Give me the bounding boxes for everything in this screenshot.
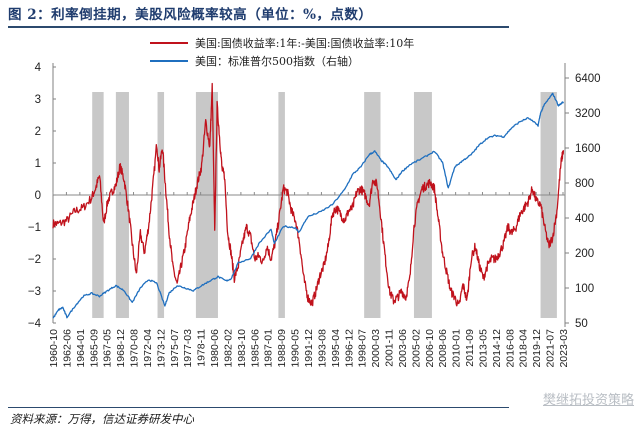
shaded-inversion-period [92,92,104,318]
right-y-tick-label: 1600 [575,143,601,155]
legend-item-yield-spread: 美国:国债收益率:1年:-美国:国债收益率:10年 [150,34,414,52]
x-tick-label: 1987-01 [263,329,275,368]
x-tick-label: 2013-05 [477,329,489,368]
inversion-shaded-periods [92,92,557,318]
right-y-tick-label: 50 [575,318,588,330]
shaded-inversion-period [115,92,129,318]
x-tick-label: 1988-09 [276,329,288,368]
x-tick-label: 1982-02 [222,329,234,368]
chart-title: 图 2：利率倒挂期，美股风险概率较高（单位：%，点数） [8,7,373,23]
x-tick-label: 1995-04 [330,329,342,368]
x-tick-label: 1964-01 [75,329,87,368]
chart-series [52,82,565,319]
x-tick-label: 1965-09 [88,329,100,368]
right-y-tick-label: 3200 [575,108,601,120]
chart-legend: 美国:国债收益率:1年:-美国:国债收益率:10年 美国：标准普尔500指数（右… [150,34,414,70]
footer-divider [8,407,509,408]
x-tick-label: 2019-12 [531,329,543,368]
left-y-tick-label: −4 [28,318,42,330]
x-tick-label: 1983-10 [236,329,248,368]
right-y-tick-label: 400 [575,213,594,225]
legend-item-sp500: 美国：标准普尔500指数（右轴） [150,52,414,70]
left-y-tick-label: −1 [28,222,41,234]
x-tick-label: 2011-09 [464,329,476,367]
shaded-inversion-period [364,92,381,318]
legend-label-yield-spread: 美国:国债收益率:1年:-美国:国债收益率:10年 [195,37,415,50]
left-y-tick-label: 1 [35,158,41,170]
x-tick-label: 1990-05 [290,329,302,368]
chart-axes: 4 3 2 1 0 −1 −2 −3 −4 6400 3200 1600 800 400 200 100 50 [28,62,601,330]
x-tick-label: 1962-06 [61,329,73,368]
watermark: 樊继拓投资策略 [542,393,634,408]
title-divider [8,26,509,28]
shaded-inversion-period [195,92,218,318]
left-y-tick-label: 3 [35,94,41,106]
x-tick-label: 1975-07 [169,329,181,368]
x-tick-label: 2018-04 [518,329,530,368]
x-tick-label: 1970-08 [129,329,141,368]
x-tick-label: 2010-01 [451,329,463,368]
x-axis-labels: 1960-10 1962-06 1964-01 1965-09 1967-05 1968-… [48,329,570,368]
x-tick-label: 2006-10 [424,329,436,368]
shaded-inversion-period [413,92,432,318]
right-y-tick-label: 800 [575,178,594,190]
x-tick-label: 2023-03 [558,329,570,368]
x-tick-label: 2000-03 [370,329,382,368]
x-tick-label: 2001-11 [384,329,396,367]
x-tick-label: 1996-12 [343,329,355,368]
x-tick-label: 1977-03 [182,329,194,368]
x-tick-label: 1993-08 [316,329,328,368]
x-tick-label: 1980-06 [209,329,221,368]
x-tick-label: 2003-06 [397,329,409,368]
left-y-tick-label: −3 [28,286,41,298]
x-tick-label: 2021-07 [545,329,557,368]
x-tick-label: 1991-12 [303,329,315,368]
right-y-tick-label: 200 [575,248,594,260]
x-tick-label: 2016-08 [504,329,516,368]
right-y-tick-label: 100 [575,283,594,295]
x-tick-label: 1998-07 [357,329,369,368]
legend-label-sp500: 美国：标准普尔500指数（右轴） [195,55,359,68]
x-tick-label: 2008-06 [437,329,449,368]
shaded-inversion-period [157,92,165,318]
red-line-swatch-icon [150,42,188,44]
left-y-tick-label: 0 [35,190,41,202]
x-tick-label: 1960-10 [48,329,60,368]
yield-spread-line [52,82,565,307]
left-y-tick-label: 4 [35,62,42,74]
x-tick-label: 1978-11 [196,329,208,367]
blue-line-swatch-icon [150,60,188,62]
x-tick-label: 1967-05 [102,329,114,368]
right-y-tick-label: 6400 [575,73,601,85]
left-y-tick-label: 2 [35,126,41,138]
x-tick-label: 1968-12 [115,329,127,368]
source-note: 资料来源：万得，信达证券研发中心 [10,412,194,426]
x-tick-label: 1973-12 [155,329,167,368]
x-tick-label: 2005-02 [410,329,422,368]
x-tick-label: 2014-12 [491,329,503,368]
shaded-inversion-period [540,92,557,318]
x-tick-label: 1985-06 [249,329,261,368]
left-y-tick-label: −2 [28,254,41,266]
x-tick-label: 1972-04 [142,329,154,368]
sp500-line [52,92,565,319]
